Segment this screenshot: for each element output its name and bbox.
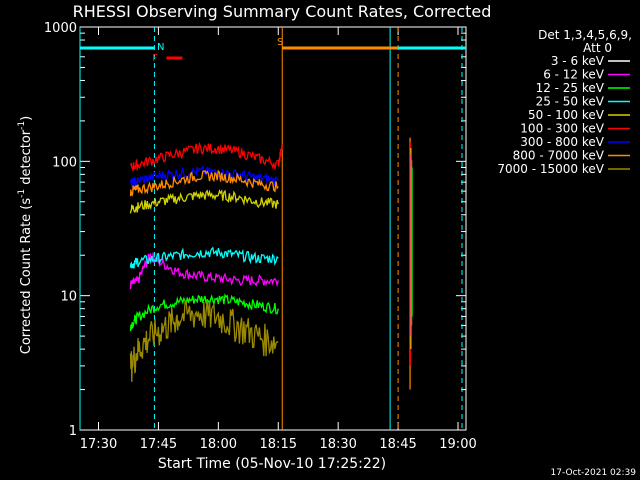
y-tick-label: 10	[60, 290, 77, 305]
y-axis-label-sup2: -1	[17, 121, 27, 130]
chart-title: RHESSI Observing Summary Count Rates, Co…	[73, 2, 492, 21]
legend-header-attenuator: Att 0	[583, 41, 612, 55]
y-axis-label: Corrected Count Rate (s-1 detector-1)	[17, 116, 34, 354]
legend-label: 300 - 800 keV	[520, 135, 604, 149]
y-axis-label-main: Corrected Count Rate (s	[19, 198, 34, 355]
x-tick-label: 18:15	[260, 437, 297, 452]
series-line-6	[129, 141, 283, 172]
legend-label: 800 - 7000 keV	[513, 149, 605, 163]
legend-label: 3 - 6 keV	[551, 54, 605, 68]
series-group	[129, 137, 413, 428]
y-tick-label: 1000	[44, 21, 77, 36]
series-line-4	[129, 246, 279, 269]
annotation-n: N	[157, 42, 164, 53]
x-tick-label: 18:00	[200, 437, 237, 452]
x-axis-label: Start Time (05-Nov-10 17:25:22)	[158, 456, 386, 472]
x-tick-label: 17:30	[80, 437, 117, 452]
annotations: NF S	[152, 37, 283, 64]
x-tick-label: 17:45	[140, 437, 177, 452]
series-line-2	[129, 252, 279, 290]
series-line-9	[129, 299, 279, 382]
series-line-3	[129, 293, 279, 332]
legend-label: 50 - 100 keV	[528, 108, 605, 122]
axes: 17:30 17:45 18:00 18:15 18:30 18:45 19:00 1 10 10…	[44, 21, 477, 452]
annotation-s: S	[277, 37, 283, 48]
y-axis-label-end: )	[19, 116, 34, 121]
series-line-5	[129, 188, 279, 214]
x-tick-label: 19:00	[439, 437, 476, 452]
series-line-8	[129, 169, 279, 198]
legend-label: 100 - 300 keV	[520, 122, 604, 136]
series-line-1	[129, 277, 279, 428]
marker-lines	[79, 27, 463, 430]
legend-label: 7000 - 15000 keV	[497, 162, 604, 176]
status-bars	[80, 46, 466, 60]
legend-label: 6 - 12 keV	[543, 68, 605, 82]
x-tick-label: 18:45	[379, 437, 416, 452]
x-tick-label: 18:30	[319, 437, 356, 452]
timestamp: 17-Oct-2021 02:39	[551, 468, 637, 478]
y-tick-label: 100	[52, 155, 77, 170]
y-axis-label-sup1: -1	[17, 189, 27, 198]
legend-header-detectors: Det 1,3,4,5,6,9,	[538, 28, 632, 42]
legend-label: 12 - 25 keV	[536, 81, 605, 95]
annotation-f: F	[152, 53, 158, 64]
legend-label: 25 - 50 keV	[536, 95, 605, 109]
y-tick-label: 1	[69, 424, 77, 439]
y-axis-label-mid: detector	[19, 129, 34, 189]
series-line-7	[129, 165, 279, 188]
